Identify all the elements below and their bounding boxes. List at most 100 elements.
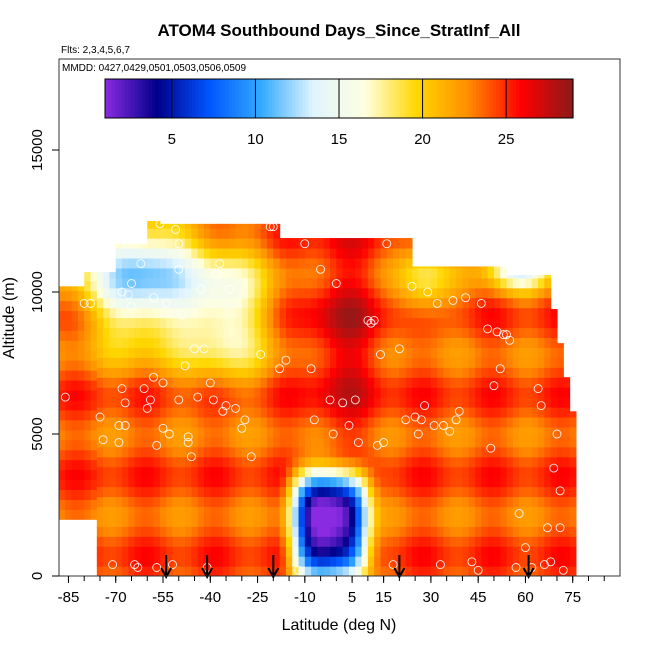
heatmap-cell [556, 347, 564, 358]
heatmap-cell [311, 546, 319, 557]
heatmap-cell [185, 486, 192, 498]
heatmap-cell [563, 466, 571, 478]
heatmap-cell [304, 476, 312, 488]
heatmap-cell [405, 407, 413, 418]
heatmap-cell [487, 556, 495, 567]
heatmap-cell [273, 367, 281, 378]
heatmap-cell [191, 416, 199, 428]
obs-point [123, 290, 133, 300]
heatmap-cell [185, 377, 192, 388]
heatmap-cell [216, 238, 224, 249]
heatmap-cell [311, 466, 319, 478]
heatmap-cell [159, 456, 167, 468]
heatmap-cell [456, 546, 464, 557]
heatmap-cell [500, 287, 508, 299]
heatmap-cell [77, 419, 85, 431]
heatmap-cell [386, 307, 394, 319]
obs-point [180, 361, 190, 371]
heatmap-cell [367, 367, 375, 378]
heatmap-cell [166, 287, 174, 299]
heatmap-cell [185, 496, 192, 508]
heatmap-cell [424, 536, 432, 547]
heatmap-cell [267, 526, 274, 537]
heatmap-cell [122, 247, 129, 259]
colorbar-swatch [225, 79, 230, 118]
heatmap-cell [569, 566, 577, 576]
heatmap-cell [336, 556, 344, 567]
heatmap-cell [525, 397, 533, 408]
heatmap-cell [531, 347, 539, 358]
x-tick-label: -70 [105, 589, 127, 606]
colorbar-swatch [399, 79, 404, 118]
heatmap-cell [279, 287, 287, 299]
heatmap-cell [254, 257, 262, 269]
colorbar-swatch [308, 79, 313, 118]
heatmap-cell [203, 456, 211, 468]
heatmap-cell [317, 496, 325, 508]
heatmap-cell [279, 486, 287, 498]
heatmap-cell [348, 407, 356, 418]
heatmap-cell [487, 496, 495, 508]
colorbar: 5 10 15 20 25 [104, 78, 574, 148]
heatmap-cell [311, 506, 319, 517]
colorbar-swatch [349, 79, 353, 118]
heatmap-cell [147, 337, 155, 348]
heatmap-cell [411, 397, 419, 408]
heatmap-cell [500, 466, 508, 478]
heatmap-cell [493, 287, 501, 299]
heatmap-cell [411, 266, 419, 269]
heatmap-cell [229, 476, 237, 488]
heatmap-cell [115, 426, 123, 438]
heatmap-cell [556, 357, 564, 368]
heatmap-cell [122, 277, 129, 289]
heatmap-cell [506, 317, 514, 329]
heatmap-cell [159, 407, 167, 418]
obs-point [208, 395, 218, 405]
heatmap-cell [103, 566, 111, 576]
heatmap-cell [178, 426, 186, 438]
heatmap-cell [468, 297, 476, 309]
heatmap-cell [273, 466, 281, 478]
heatmap-cell [210, 238, 218, 249]
heatmap-cell [248, 238, 255, 249]
colorbar-tick-label: 15 [331, 131, 348, 148]
heatmap-cell [430, 347, 438, 358]
heatmap-cell [216, 257, 224, 269]
heatmap-cell [563, 407, 571, 418]
obs-point [429, 421, 439, 430]
heatmap-cell [147, 247, 155, 259]
heatmap-cell [506, 277, 514, 289]
colorbar-swatch [128, 79, 133, 118]
heatmap-cell [203, 357, 211, 368]
heatmap-cell [260, 257, 268, 269]
heatmap-cell [519, 297, 527, 309]
heatmap-cell [248, 446, 255, 458]
heatmap-cell [374, 556, 382, 567]
heatmap-cell [241, 506, 249, 517]
obs-point [476, 298, 486, 308]
heatmap-cell [348, 257, 356, 269]
heatmap-cell [260, 416, 268, 428]
heatmap-cell [229, 496, 237, 508]
heatmap-cell [159, 446, 167, 458]
heatmap-cell [172, 416, 180, 428]
heatmap-cell [468, 266, 476, 269]
heatmap-cell [531, 436, 539, 448]
heatmap-cell [203, 257, 211, 269]
heatmap-cell [361, 486, 369, 498]
heatmap-cell [411, 446, 419, 458]
heatmap-cell [563, 496, 571, 508]
heatmap-cell [248, 397, 255, 408]
heatmap-cell [336, 446, 344, 458]
heatmap-cell [147, 446, 155, 458]
heatmap-cell [355, 516, 363, 527]
heatmap-cell [191, 317, 199, 329]
heatmap-cell [178, 556, 186, 567]
heatmap-cell [185, 357, 192, 368]
obs-point [498, 330, 508, 340]
heatmap-cell [317, 476, 325, 488]
heatmap-cell [267, 357, 274, 368]
heatmap-cell [361, 387, 369, 398]
heatmap-cell [493, 277, 501, 289]
heatmap-cell [172, 446, 180, 458]
